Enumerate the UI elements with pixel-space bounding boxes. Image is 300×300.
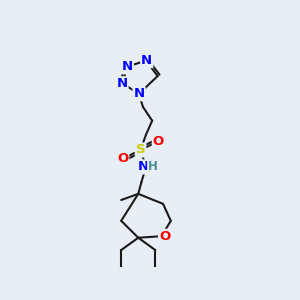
Text: O: O xyxy=(159,230,170,243)
Text: N: N xyxy=(138,160,149,173)
Text: N: N xyxy=(122,60,133,73)
Text: N: N xyxy=(116,77,128,90)
Text: N: N xyxy=(134,87,145,100)
Text: N: N xyxy=(141,54,152,67)
Text: O: O xyxy=(153,135,164,148)
Text: H: H xyxy=(148,160,158,173)
Text: S: S xyxy=(136,143,146,157)
Text: O: O xyxy=(117,152,128,165)
